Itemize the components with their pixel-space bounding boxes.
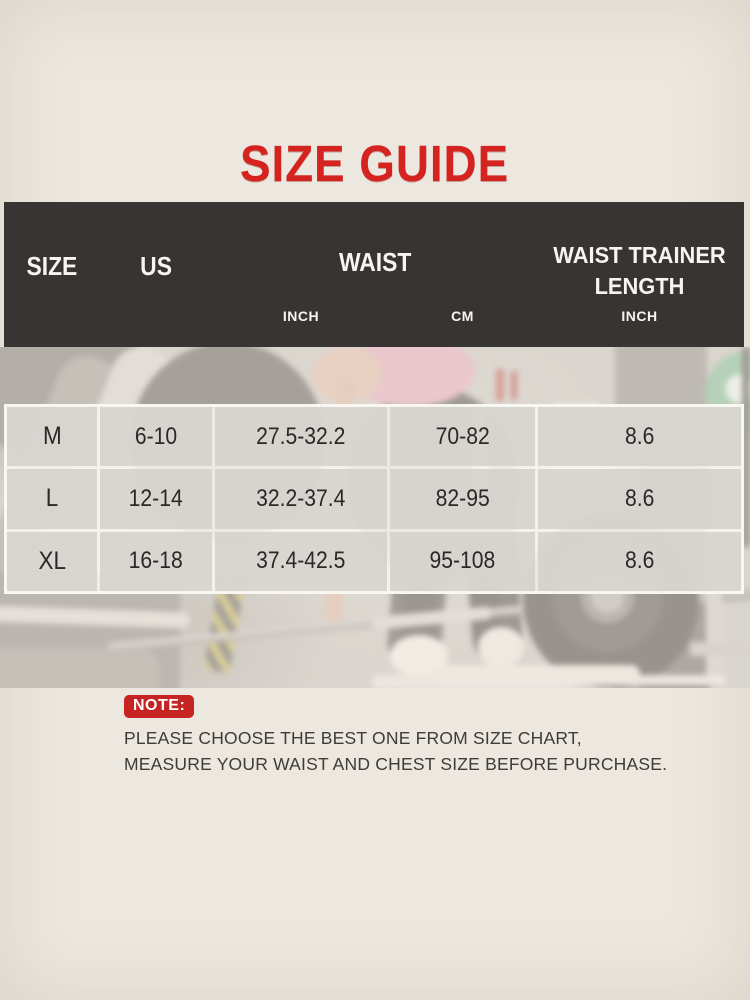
table-cell-waist-cm-xl: 95-108 bbox=[390, 531, 535, 591]
table-cell-waist-cm-l: 82-95 bbox=[390, 469, 535, 529]
table-cell-length-l: 8.6 bbox=[538, 469, 741, 529]
cell-text: 8.6 bbox=[624, 547, 655, 575]
column-header-size-text: SIZE bbox=[26, 251, 78, 281]
page-title-text: SIZE GUIDE bbox=[240, 135, 510, 192]
cell-text: 6-10 bbox=[134, 422, 178, 450]
photo-rack-foot-right bbox=[690, 642, 750, 656]
cell-text: 12-14 bbox=[128, 484, 184, 512]
table-cell-waist-inch-xl: 37.4-42.5 bbox=[215, 531, 387, 591]
column-header-size: SIZE bbox=[7, 251, 97, 281]
subheader-waist-inch: INCH bbox=[282, 308, 320, 324]
table-cell-us-l: 12-14 bbox=[100, 469, 212, 529]
cell-text: XL bbox=[38, 546, 66, 575]
column-header-waist: WAIST bbox=[215, 247, 535, 277]
photo-chalk-scatter bbox=[430, 665, 640, 683]
photo-floor-dark bbox=[0, 647, 160, 688]
size-table: M 6-10 27.5-32.2 70-82 8.6 L 12-14 32.2-… bbox=[4, 404, 744, 594]
column-header-waist-trainer-length: WAIST TRAINER LENGTH bbox=[553, 242, 726, 299]
table-cell-size-xl: XL bbox=[7, 531, 97, 591]
note-text: PLEASE CHOOSE THE BEST ONE FROM SIZE CHA… bbox=[124, 726, 667, 777]
table-cell-us-m: 6-10 bbox=[100, 407, 212, 467]
photo-white-sock-right bbox=[478, 627, 524, 667]
column-header-waist-text: WAIST bbox=[338, 247, 412, 277]
cell-text: 8.6 bbox=[624, 484, 655, 512]
column-header-us-text: US bbox=[140, 251, 172, 281]
gym-photo-shapes bbox=[0, 347, 750, 688]
cell-text: 16-18 bbox=[128, 547, 184, 575]
cell-text: 8.6 bbox=[624, 422, 655, 450]
table-cell-waist-cm-m: 70-82 bbox=[390, 407, 535, 467]
cell-text: 95-108 bbox=[429, 547, 496, 575]
photo-red-stripe bbox=[511, 371, 517, 400]
cell-text: 27.5-32.2 bbox=[256, 422, 346, 450]
table-cell-length-xl: 8.6 bbox=[538, 531, 741, 591]
cell-text: 32.2-37.4 bbox=[256, 484, 346, 512]
cell-text: 70-82 bbox=[435, 422, 490, 450]
table-cell-us-xl: 16-18 bbox=[100, 531, 212, 591]
note-badge: NOTE: bbox=[124, 695, 195, 718]
cell-text: 37.4-42.5 bbox=[256, 547, 346, 575]
table-cell-waist-inch-l: 32.2-37.4 bbox=[215, 469, 387, 529]
table-header: SIZE US WAIST WAIST TRAINER LENGTH INCH … bbox=[4, 202, 744, 347]
table-cell-size-l: L bbox=[7, 469, 97, 529]
page-title: SIZE GUIDE bbox=[0, 138, 750, 189]
note-line-2: MEASURE YOUR WAIST AND CHEST SIZE BEFORE… bbox=[124, 753, 668, 774]
photo-red-stripe bbox=[496, 369, 504, 401]
table-cell-waist-inch-m: 27.5-32.2 bbox=[215, 407, 387, 467]
note-line-1: PLEASE CHOOSE THE BEST ONE FROM SIZE CHA… bbox=[124, 728, 582, 748]
column-header-us: US bbox=[100, 251, 212, 281]
subheader-waist-cm: CM bbox=[451, 308, 474, 324]
table-cell-length-m: 8.6 bbox=[538, 407, 741, 467]
cell-text: 82-95 bbox=[435, 484, 490, 512]
subheader-length-inch: INCH bbox=[621, 308, 658, 324]
cell-text: L bbox=[45, 484, 59, 513]
photo-right-edge-shadow bbox=[742, 347, 750, 547]
table-cell-size-m: M bbox=[7, 407, 97, 467]
cell-text: M bbox=[42, 422, 62, 451]
